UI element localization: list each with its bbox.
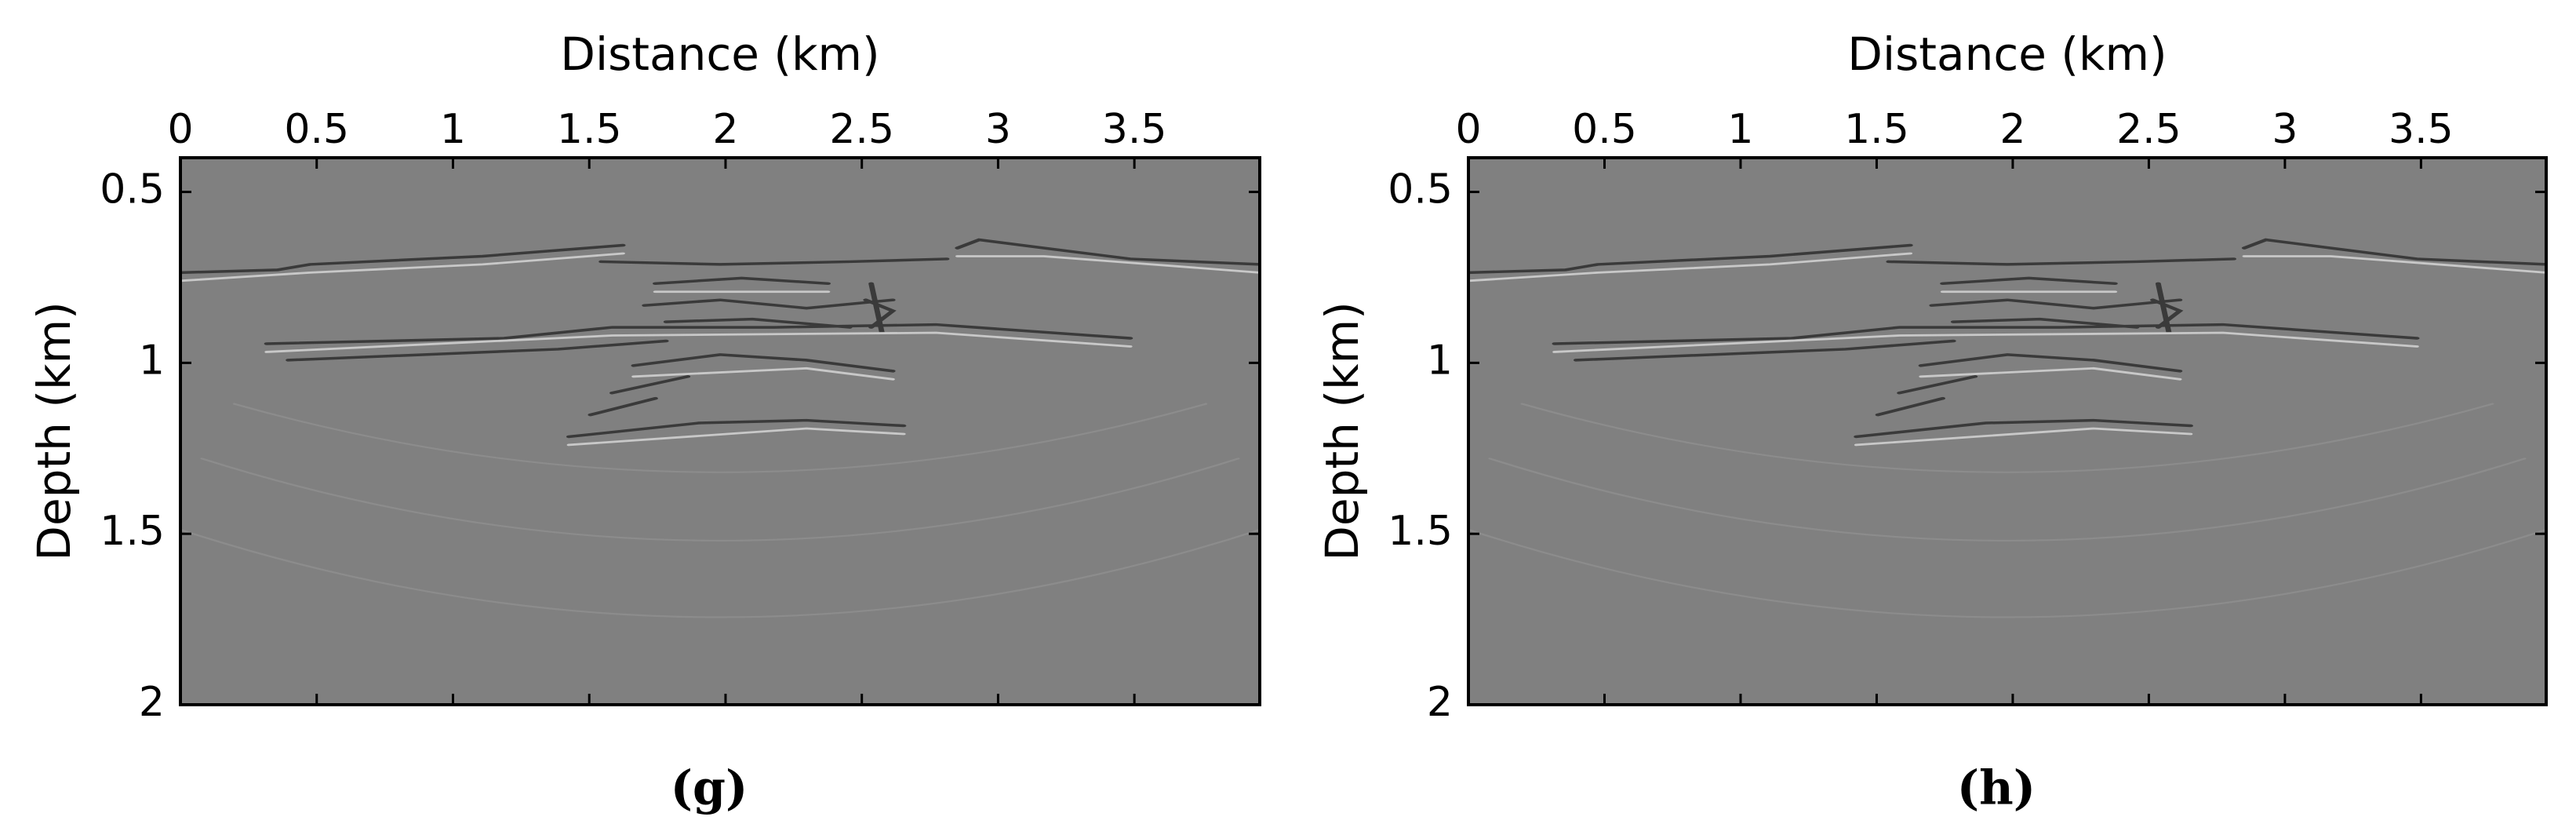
y-tick-label: 1 <box>1427 337 1453 384</box>
y-tick-label: 0.5 <box>1388 166 1453 213</box>
y-tick-label: 1.5 <box>100 508 165 555</box>
x-tick-label: 0 <box>167 106 193 153</box>
panel: Distance (km)Depth (km)(g)0 0.5 1 1.5 2 2.5 3 3… <box>27 27 1261 816</box>
y-tick-label: 1.5 <box>1388 508 1453 555</box>
image-background <box>180 158 1260 705</box>
x-tick-label: 0 <box>1455 106 1481 153</box>
plot-frame <box>1467 156 2548 706</box>
x-tick-label: 3.5 <box>2389 106 2454 153</box>
x-tick-label: 3 <box>985 106 1011 153</box>
y-axis-label: Depth (km) <box>1315 301 1369 560</box>
x-axis-label: Distance (km) <box>1847 27 2167 81</box>
x-tick-label: 1.5 <box>557 106 622 153</box>
y-tick-label: 1 <box>139 337 165 384</box>
x-tick-label: 3 <box>2272 106 2298 153</box>
image-background <box>1468 158 2546 705</box>
x-tick-label: 0.5 <box>284 106 349 153</box>
y-tick-label: 2 <box>1427 679 1453 726</box>
x-axis-label: Distance (km) <box>560 27 879 81</box>
y-tick-label: 2 <box>139 679 165 726</box>
x-tick-label: 2 <box>712 106 738 153</box>
x-tick-label: 0.5 <box>1572 106 1637 153</box>
panel: Distance (km)Depth (km)(h)0 0.5 1 1.5 2 2.5 3 3… <box>1315 27 2548 816</box>
y-axis-label: Depth (km) <box>27 301 81 560</box>
caption: (g) <box>671 761 748 816</box>
x-tick-label: 3.5 <box>1102 106 1167 153</box>
caption: (h) <box>1957 761 2036 816</box>
y-tick-label: 0.5 <box>100 166 165 213</box>
x-tick-label: 2.5 <box>829 106 894 153</box>
x-tick-label: 2 <box>1999 106 2025 153</box>
x-tick-label: 1.5 <box>1844 106 1909 153</box>
x-tick-label: 1 <box>440 106 466 153</box>
x-tick-label: 1 <box>1727 106 1753 153</box>
plot-frame <box>179 156 1261 706</box>
x-tick-label: 2.5 <box>2116 106 2181 153</box>
